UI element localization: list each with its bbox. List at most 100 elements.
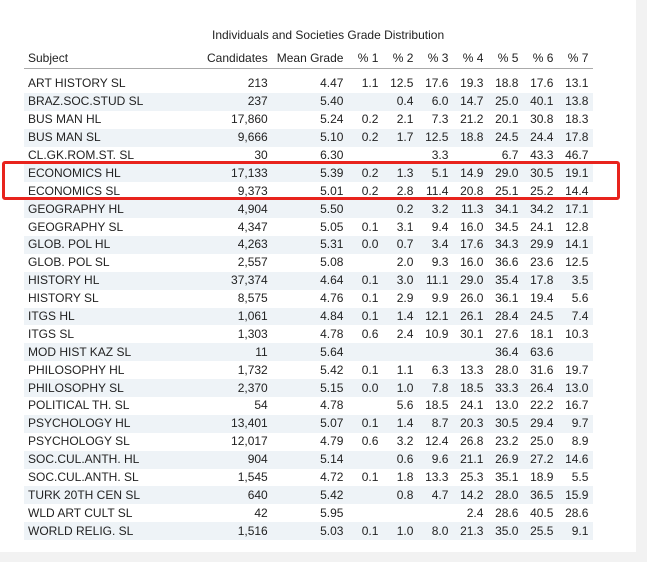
cell-value: 9.9 bbox=[418, 289, 454, 308]
cell-value bbox=[558, 343, 594, 362]
cell-value: 2.4 bbox=[453, 504, 489, 523]
cell-value: 40.1 bbox=[523, 92, 559, 111]
cell-subject: ECONOMICS HL bbox=[24, 164, 203, 183]
cell-value: 43.3 bbox=[523, 146, 559, 165]
cell-value: 40.5 bbox=[523, 504, 559, 523]
cell-value: 9.7 bbox=[558, 414, 594, 433]
cell-value: 34.3 bbox=[488, 236, 524, 254]
table-row: ART HISTORY SL 213 4.47 1.1 12.5 17.6 19.3 18.8… bbox=[24, 75, 594, 93]
cell-value: 0.6 bbox=[348, 325, 384, 344]
cell-value bbox=[348, 397, 384, 415]
table-row: MOD HIST KAZ SL 11 5.64 36.4 63.6 bbox=[24, 343, 594, 362]
cell-value: 5.15 bbox=[272, 379, 349, 398]
cell-value: 21.3 bbox=[453, 522, 489, 541]
header-pct-1: % 1 bbox=[348, 48, 384, 69]
cell-value: 46.7 bbox=[558, 146, 594, 165]
table-row: BRAZ.SOC.STUD SL 237 5.40 0.4 6.0 14.7 25.0 40.… bbox=[24, 92, 594, 111]
cell-value: 2.0 bbox=[383, 253, 419, 272]
cell-subject: HISTORY HL bbox=[24, 271, 203, 290]
cell-value: 22.2 bbox=[523, 397, 559, 415]
cell-value: 5.6 bbox=[383, 397, 419, 415]
cell-value: 5.42 bbox=[272, 361, 349, 380]
cell-value: 5.42 bbox=[272, 486, 349, 505]
cell-value: 5.1 bbox=[418, 164, 454, 183]
cell-value bbox=[348, 450, 384, 469]
cell-value: 4.47 bbox=[272, 75, 349, 93]
cell-value: 34.5 bbox=[488, 218, 524, 237]
cell-value: 29.0 bbox=[488, 164, 524, 183]
cell-subject: CL.GK.ROM.ST. SL bbox=[24, 146, 203, 165]
cell-value: 25.0 bbox=[523, 432, 559, 451]
table-row: GEOGRAPHY HL 4,904 5.50 0.2 3.2 11.3 34.1 34.2 1… bbox=[24, 200, 594, 219]
cell-subject: BUS MAN SL bbox=[24, 128, 203, 147]
cell-value: 30.5 bbox=[523, 164, 559, 183]
cell-value: 36.6 bbox=[488, 253, 524, 272]
cell-value: 5.14 bbox=[272, 450, 349, 469]
cell-value: 0.1 bbox=[348, 307, 384, 326]
cell-value: 13.0 bbox=[488, 397, 524, 415]
cell-value bbox=[453, 343, 489, 362]
cell-value: 27.2 bbox=[523, 450, 559, 469]
table-row: PSYCHOLOGY SL 12,017 4.79 0.6 3.2 12.4 26.8 23.… bbox=[24, 432, 594, 451]
cell-value: 4,904 bbox=[203, 200, 273, 219]
header-pct-2: % 2 bbox=[383, 48, 419, 69]
table-row: TURK 20TH CEN SL 640 5.42 0.8 4.7 14.2 28.0 36.… bbox=[24, 486, 594, 505]
cell-value: 0.1 bbox=[348, 289, 384, 308]
cell-value: 1,061 bbox=[203, 307, 273, 326]
cell-value: 2,370 bbox=[203, 379, 273, 398]
cell-value: 8.0 bbox=[418, 522, 454, 541]
cell-value: 36.5 bbox=[523, 486, 559, 505]
cell-value: 6.3 bbox=[418, 361, 454, 380]
cell-value: 5.64 bbox=[272, 343, 349, 362]
cell-value: 8.9 bbox=[558, 432, 594, 451]
cell-value: 26.1 bbox=[453, 307, 489, 326]
cell-value: 18.5 bbox=[418, 397, 454, 415]
cell-value: 17.1 bbox=[558, 200, 594, 219]
cell-value: 0.1 bbox=[348, 218, 384, 237]
cell-value: 4.72 bbox=[272, 468, 349, 487]
cell-subject: SOC.CUL.ANTH. HL bbox=[24, 450, 203, 469]
cell-value: 17.8 bbox=[558, 128, 594, 147]
cell-value: 26.8 bbox=[453, 432, 489, 451]
cell-value: 5.10 bbox=[272, 128, 349, 147]
cell-value: 4.64 bbox=[272, 271, 349, 290]
cell-value: 11.4 bbox=[418, 182, 454, 201]
table-row: WORLD RELIG. SL 1,516 5.03 0.1 1.0 8.0 21.3 35.… bbox=[24, 522, 594, 541]
cell-value: 5.31 bbox=[272, 236, 349, 254]
cell-value: 0.1 bbox=[348, 361, 384, 380]
cell-value: 18.1 bbox=[523, 325, 559, 344]
cell-value: 15.9 bbox=[558, 486, 594, 505]
cell-value: 9.4 bbox=[418, 218, 454, 237]
table-row: HISTORY HL 37,374 4.64 0.1 3.0 11.1 29.0 35.4 17… bbox=[24, 271, 594, 290]
cell-value: 6.30 bbox=[272, 146, 349, 165]
cell-value: 25.3 bbox=[453, 468, 489, 487]
cell-value: 19.3 bbox=[453, 75, 489, 93]
cell-value bbox=[383, 504, 419, 523]
cell-value: 4,347 bbox=[203, 218, 273, 237]
cell-value: 28.6 bbox=[558, 504, 594, 523]
cell-value: 28.0 bbox=[488, 486, 524, 505]
cell-value: 21.1 bbox=[453, 450, 489, 469]
cell-subject: ART HISTORY SL bbox=[24, 75, 203, 93]
cell-subject: PSYCHOLOGY HL bbox=[24, 414, 203, 433]
cell-value: 9.6 bbox=[418, 450, 454, 469]
cell-value: 5.50 bbox=[272, 200, 349, 219]
cell-subject: ITGS HL bbox=[24, 307, 203, 326]
header-pct-3: % 3 bbox=[418, 48, 454, 69]
cell-value: 18.8 bbox=[488, 75, 524, 93]
cell-value: 14.2 bbox=[453, 486, 489, 505]
table-row: ECONOMICS SL 9,373 5.01 0.2 2.8 11.4 20.8 25.1 2… bbox=[24, 182, 594, 201]
header-pct-7: % 7 bbox=[558, 48, 594, 69]
cell-value bbox=[348, 343, 384, 362]
cell-value: 4.84 bbox=[272, 307, 349, 326]
cell-value: 12,017 bbox=[203, 432, 273, 451]
cell-value: 28.6 bbox=[488, 504, 524, 523]
table-row: SOC.CUL.ANTH. HL 904 5.14 0.6 9.6 21.1 26.9 27.… bbox=[24, 450, 594, 469]
cell-value: 35.1 bbox=[488, 468, 524, 487]
cell-value: 17.6 bbox=[453, 236, 489, 254]
cell-value: 0.6 bbox=[383, 450, 419, 469]
cell-value: 0.1 bbox=[348, 468, 384, 487]
cell-value: 3.5 bbox=[558, 271, 594, 290]
cell-value bbox=[418, 343, 454, 362]
cell-value: 1.4 bbox=[383, 414, 419, 433]
